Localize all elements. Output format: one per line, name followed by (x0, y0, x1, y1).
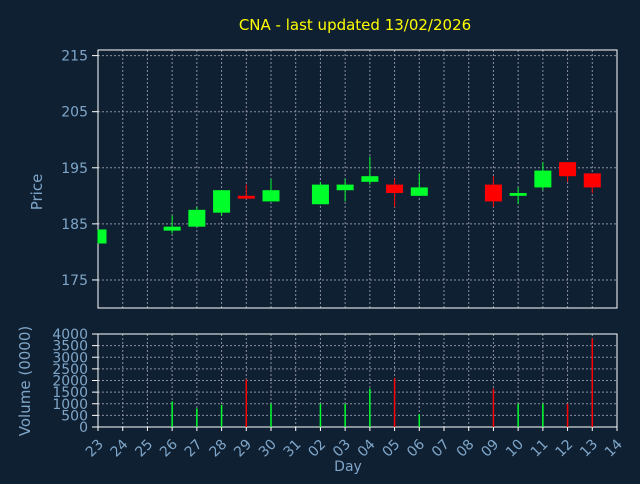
volume-tick-label: 3500 (52, 339, 88, 355)
x-tick-label: 25 (132, 437, 156, 461)
volume-tick-label: 1000 (52, 397, 88, 413)
chart-title: CNA - last updated 13/02/2026 (239, 16, 471, 34)
candle-body-27 (188, 209, 206, 227)
candle-body-29 (237, 195, 255, 199)
price-tick-label: 185 (61, 217, 88, 233)
candle-body-10 (509, 193, 527, 196)
candle-body-06 (410, 187, 428, 196)
candle-body-05 (386, 184, 404, 194)
volume-frame (97, 333, 618, 428)
x-tick-label: 07 (429, 437, 453, 461)
x-tick-label: 26 (157, 436, 181, 460)
x-tick-label: 11 (528, 437, 552, 461)
price-tick-label: 195 (61, 161, 88, 177)
x-axis-label: Day (334, 459, 362, 475)
candle-body-30 (262, 190, 280, 202)
candle-body-12 (559, 162, 577, 177)
x-tick-label: 29 (231, 437, 255, 461)
candle-body-28 (213, 190, 231, 213)
x-tick-label: 28 (206, 437, 230, 461)
volume-tick-label: 2500 (52, 362, 88, 378)
x-tick-label: 24 (108, 436, 132, 460)
x-tick-label: 31 (281, 437, 305, 461)
price-plot-area (98, 50, 617, 308)
price-frame (97, 49, 618, 309)
volume-tick-label: 500 (61, 408, 88, 424)
volume-tick-label: 3000 (52, 350, 88, 366)
volume-tick-label: 2000 (52, 374, 88, 390)
volume-axis-label: Volume (0000) (16, 326, 34, 436)
x-tick-label: 08 (454, 437, 478, 461)
volume-tick-label: 1500 (52, 385, 88, 401)
x-tick-label: 02 (305, 437, 329, 461)
candle-body-03 (336, 184, 354, 191)
price-tick-label: 175 (61, 273, 88, 289)
x-tick-label: 14 (602, 436, 626, 460)
candle-body-11 (534, 170, 552, 188)
x-tick-label: 23 (83, 437, 107, 461)
candle-body-26 (163, 226, 181, 231)
price-tick-label: 205 (61, 105, 88, 121)
candle-body-13 (583, 173, 601, 188)
x-tick-label: 27 (182, 437, 206, 461)
price-tick-label: 215 (61, 49, 88, 65)
candle-body-23 (98, 229, 107, 244)
volume-tick-label: 0 (79, 420, 88, 436)
volume-tick-label: 4000 (52, 327, 88, 343)
x-tick-label: 10 (503, 437, 527, 461)
x-tick-label: 03 (330, 437, 354, 461)
x-tick-label: 05 (379, 437, 403, 461)
x-tick-label: 13 (577, 437, 601, 461)
candle-body-04 (361, 176, 379, 182)
x-tick-label: 09 (478, 437, 502, 461)
x-tick-label: 06 (404, 436, 428, 460)
candle-body-02 (311, 184, 329, 205)
price-panel: 175 185 195 205 215 (61, 49, 618, 309)
x-tick-label: 04 (355, 436, 379, 460)
x-tick-label: 30 (256, 437, 280, 461)
price-axis-label: Price (28, 174, 46, 211)
candle-body-09 (484, 184, 502, 202)
x-tick-label: 12 (552, 437, 576, 461)
